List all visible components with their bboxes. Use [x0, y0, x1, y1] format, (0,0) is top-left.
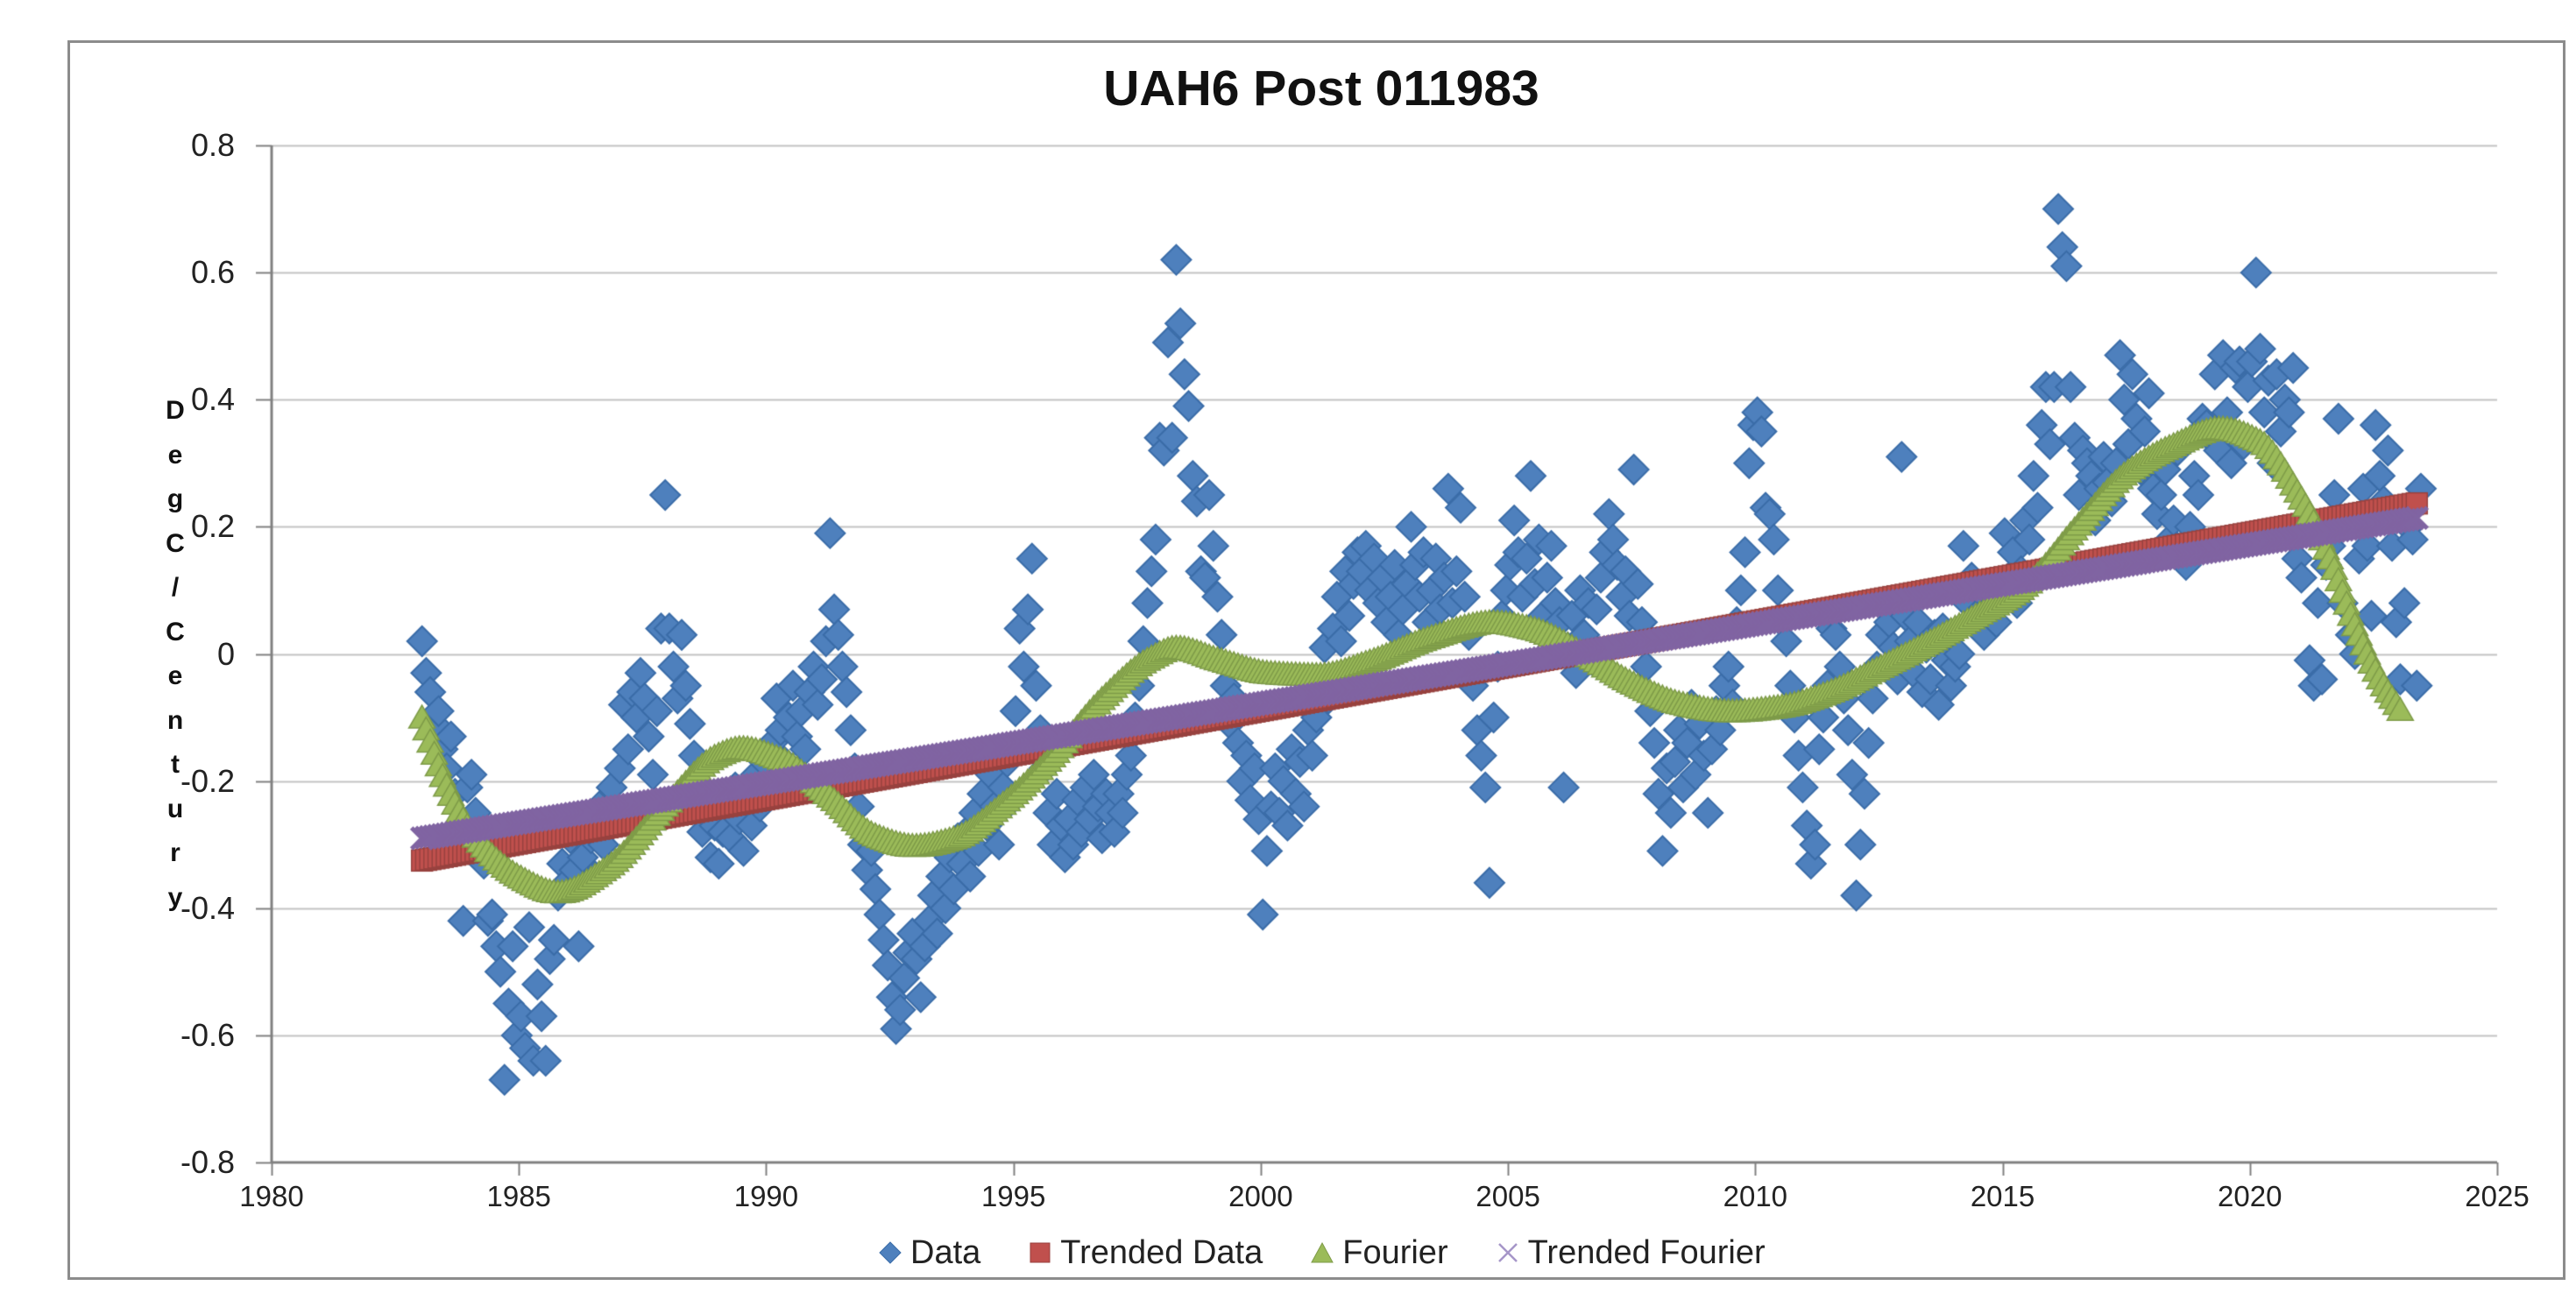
- y-axis-title-letter: r: [170, 838, 180, 868]
- legend-label: Fourier: [1342, 1233, 1448, 1271]
- y-axis-title-letter: n: [166, 705, 184, 735]
- legend-label: Data: [910, 1233, 981, 1271]
- legend-item-trended-data[interactable]: Trended Data: [1028, 1234, 1263, 1272]
- y-axis-title-letter: e: [167, 661, 183, 691]
- y-tick-label: 0.6: [190, 254, 235, 291]
- x-tick-label: 2020: [2218, 1180, 2282, 1212]
- x-tick-label: 1985: [486, 1180, 551, 1212]
- legend-item-data[interactable]: Data: [878, 1234, 980, 1272]
- legend-label: Trended Fourier: [1527, 1233, 1766, 1271]
- x-tick-label: 1980: [239, 1180, 304, 1212]
- x-tick-label: 1995: [980, 1180, 1046, 1212]
- square-marker-icon: [1030, 1242, 1051, 1263]
- x-tick-label: 2000: [1228, 1180, 1293, 1212]
- y-tick-label: -0.6: [180, 1016, 235, 1053]
- legend: Data Trended Data Fourier Trended Fourier: [878, 1228, 1766, 1277]
- y-axis-title-letter: y: [167, 882, 183, 912]
- y-axis-title-letter: D: [166, 396, 185, 425]
- y-tick-label: -0.4: [180, 889, 235, 926]
- legend-item-fourier[interactable]: Fourier: [1310, 1233, 1448, 1272]
- legend-label: Trended Data: [1060, 1233, 1263, 1271]
- y-tick-label: 0.2: [190, 508, 235, 545]
- x-tick-label: 1990: [733, 1180, 799, 1212]
- y-axis-title-letter: g: [166, 484, 184, 514]
- x-marker-icon: [1497, 1243, 1518, 1262]
- y-axis-title-letter: /: [171, 573, 180, 603]
- triangle-marker-icon: [1311, 1241, 1334, 1263]
- y-axis-title-letter: C: [166, 617, 185, 646]
- y-tick-label: 0: [216, 635, 235, 672]
- y-tick-label: -0.2: [180, 762, 235, 799]
- y-axis-title-letter: u: [166, 794, 184, 823]
- x-tick-label: 2015: [1970, 1180, 2035, 1212]
- y-tick-label: 0.4: [190, 381, 235, 418]
- x-tick-label: 2025: [2465, 1180, 2530, 1212]
- x-tick-label: 2005: [1476, 1180, 1540, 1212]
- y-axis-title-letter: t: [171, 750, 180, 780]
- y-tick-label: -0.8: [180, 1144, 235, 1180]
- x-tick-label: 2010: [1723, 1180, 1788, 1212]
- legend-item-trended-fourier[interactable]: Trended Fourier: [1496, 1234, 1766, 1272]
- y-tick-label: 0.8: [190, 127, 235, 163]
- y-axis-title-letter: C: [166, 528, 185, 558]
- chart-title: UAH6 Post 011983: [1103, 60, 1539, 117]
- y-axis-title-letter: e: [167, 440, 183, 470]
- diamond-marker-icon: [879, 1241, 902, 1264]
